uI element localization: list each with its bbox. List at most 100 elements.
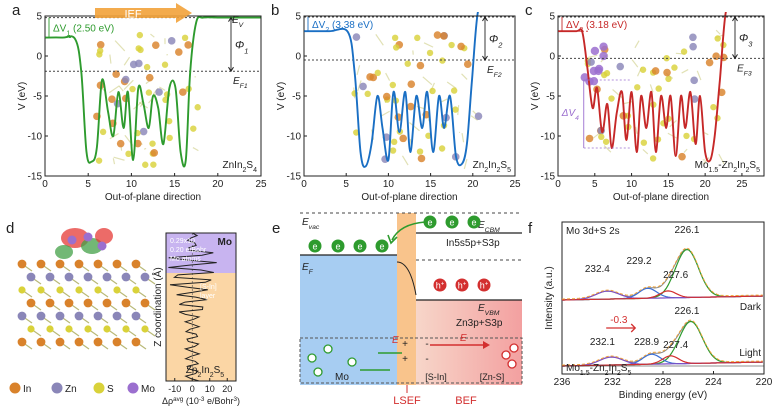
atom-sphere	[139, 127, 148, 136]
atom-sphere	[167, 37, 176, 45]
atom-sphere	[64, 272, 74, 282]
electron-label: e	[335, 242, 340, 252]
x-tick-label: 5	[85, 179, 91, 190]
metal-label: Mo	[335, 372, 349, 383]
y-tick-label: 5	[549, 12, 555, 23]
atom-sphere	[136, 31, 144, 39]
shift-label: -0.3	[610, 315, 628, 326]
atom-sphere	[640, 139, 648, 146]
atom-sphere	[96, 40, 105, 49]
atom-sphere	[121, 298, 131, 308]
mo-atom	[599, 42, 608, 51]
atom-sphere	[145, 89, 153, 96]
atom-bond	[118, 85, 124, 92]
atom-sphere	[463, 60, 472, 69]
y-tick-label: 0	[549, 52, 555, 63]
atom-sphere	[18, 286, 26, 294]
electron	[445, 215, 459, 229]
electron	[375, 239, 389, 253]
charge-density-lobe	[81, 238, 103, 254]
x-tick-label: 10	[383, 179, 395, 190]
axes-frame	[165, 232, 237, 382]
atom-sphere	[150, 161, 157, 168]
legend-label: S	[107, 384, 114, 395]
atom-sphere	[151, 41, 160, 50]
atom-sphere	[389, 81, 397, 89]
y-tick-label: 5	[36, 12, 42, 23]
atom-sphere	[93, 311, 103, 321]
x-axis-label: Out-of-plane direction	[105, 192, 201, 203]
atom-sphere	[94, 286, 102, 294]
ief-arrow	[95, 3, 192, 23]
atom-bond	[702, 157, 710, 165]
free-electron	[307, 353, 317, 363]
hole-label: h+	[480, 281, 489, 291]
sample-label: Mo1.5-Zn2In2S5	[566, 363, 631, 377]
charge-density-lobe	[55, 245, 73, 259]
atom-sphere	[399, 134, 407, 143]
light-spectrum-component	[562, 355, 763, 367]
atom-sphere	[690, 95, 699, 103]
atom-sphere	[134, 139, 142, 148]
atom-sphere	[26, 298, 36, 308]
atom-sphere	[83, 298, 93, 308]
free-electron	[323, 344, 333, 354]
atom-sphere	[678, 152, 686, 161]
atom-sphere	[74, 337, 84, 347]
atom-sphere	[166, 134, 173, 142]
charge-sign: +	[402, 339, 408, 350]
atom-sphere	[426, 49, 434, 57]
atom-sphere	[194, 104, 201, 111]
atom-sphere	[36, 311, 46, 321]
x-tick-label: 15	[663, 179, 675, 190]
atom-sphere	[457, 42, 465, 51]
atom-sphere	[102, 298, 112, 308]
atom-sphere	[184, 41, 192, 49]
atom-sphere	[121, 272, 131, 282]
atom-sphere	[56, 286, 64, 294]
atom-sphere	[671, 64, 678, 71]
atom-sphere	[99, 128, 107, 136]
y-tick-label: -15	[541, 172, 556, 183]
atom-bond	[150, 33, 155, 38]
layer-annotation: [S-In]	[200, 284, 217, 291]
atom-sphere	[710, 103, 717, 111]
atom-bond	[375, 34, 384, 46]
atom-sphere	[433, 31, 442, 39]
legend-swatch	[9, 382, 21, 394]
system-label: Zn2In2S5	[473, 160, 512, 174]
atom-sphere	[474, 112, 483, 120]
atom-sphere	[407, 80, 416, 88]
atom-sphere	[181, 34, 189, 42]
atom-sphere	[634, 84, 641, 91]
hole	[455, 278, 469, 292]
substrate-label: Zn2In2S5	[186, 365, 225, 379]
hole	[477, 278, 491, 292]
mo-atom	[589, 76, 599, 86]
electron-transfer-arrow	[391, 221, 426, 241]
atom-bond	[588, 54, 598, 58]
x-tick-label: 236	[554, 377, 571, 388]
atom-sphere	[690, 76, 698, 85]
free-electron	[313, 367, 323, 377]
hole	[433, 278, 447, 292]
atom-sphere	[175, 48, 183, 56]
atom-sphere	[450, 87, 458, 94]
lsef-field-label: E	[392, 335, 399, 346]
x-tick-label: 5	[343, 179, 349, 190]
crystal-structure	[580, 29, 728, 165]
atom-sphere	[608, 95, 615, 102]
delta-v-label: ΔV3 (3.18 eV)	[566, 20, 627, 33]
phi-arrow-bottom	[732, 54, 738, 60]
atom-sphere	[55, 337, 65, 347]
mo-atom	[594, 66, 603, 76]
structure-model	[17, 228, 156, 350]
atom-sphere	[649, 155, 657, 162]
x-tick-label: 5	[592, 179, 598, 190]
atom-sphere	[142, 161, 149, 168]
y-axis-label: Intensity (a.u.)	[544, 266, 555, 329]
atom-sphere	[75, 286, 83, 294]
atom-bond	[441, 98, 448, 103]
free-hole	[507, 359, 517, 369]
atom-sphere	[84, 325, 92, 333]
